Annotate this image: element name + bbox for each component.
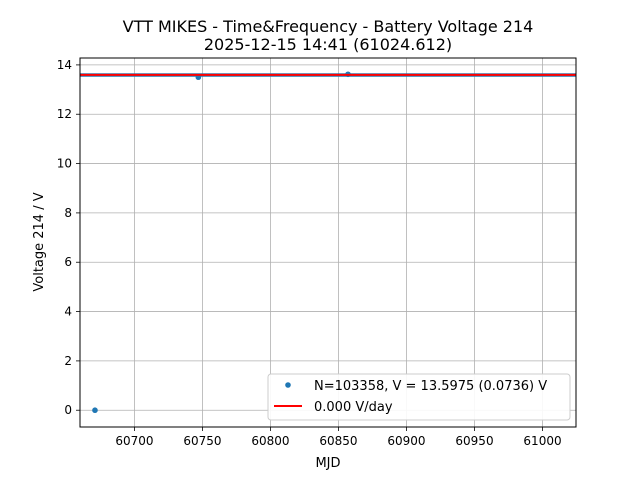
x-axis-label: MJD bbox=[315, 456, 340, 471]
y-tick-label: 4 bbox=[64, 305, 72, 319]
grid bbox=[80, 58, 576, 427]
x-tick-label: 60950 bbox=[455, 434, 493, 448]
data-point bbox=[195, 74, 202, 81]
y-tick-label: 0 bbox=[64, 403, 72, 417]
data-point bbox=[92, 407, 98, 414]
x-tick-label: 60850 bbox=[319, 434, 357, 448]
chart-title: VTT MIKES - Time&Frequency - Battery Vol… bbox=[123, 17, 534, 36]
plot-frame bbox=[79, 57, 577, 428]
y-axis-label: Voltage 214 / V bbox=[32, 192, 47, 291]
x-axis-ticks: 60700 60750 60800 60850 60900 60950 61000 bbox=[115, 427, 562, 448]
y-tick-label: 10 bbox=[57, 157, 72, 171]
legend-box bbox=[267, 373, 571, 421]
x-tick-label: 60800 bbox=[251, 434, 289, 448]
y-tick-label: 14 bbox=[57, 58, 72, 72]
y-axis-ticks: 0 2 4 6 8 10 12 14 bbox=[57, 58, 80, 417]
legend-marker-points bbox=[285, 382, 291, 388]
y-tick-label: 12 bbox=[57, 107, 72, 121]
chart-subtitle: 2025-12-15 14:41 (61024.612) bbox=[204, 35, 452, 54]
y-tick-label: 2 bbox=[64, 354, 72, 368]
y-tick-label: 6 bbox=[64, 255, 72, 269]
y-tick-label: 8 bbox=[64, 206, 72, 220]
plot-data bbox=[80, 71, 576, 414]
x-tick-label: 61000 bbox=[523, 434, 561, 448]
legend-label-points: N=103358, V = 13.5975 (0.0736) V bbox=[314, 379, 547, 394]
x-tick-label: 60700 bbox=[115, 434, 153, 448]
x-tick-label: 60750 bbox=[183, 434, 221, 448]
x-tick-label: 60900 bbox=[387, 434, 425, 448]
legend: N=103358, V = 13.5975 (0.0736) V 0.000 V… bbox=[267, 373, 571, 421]
legend-label-line: 0.000 V/day bbox=[314, 400, 393, 415]
